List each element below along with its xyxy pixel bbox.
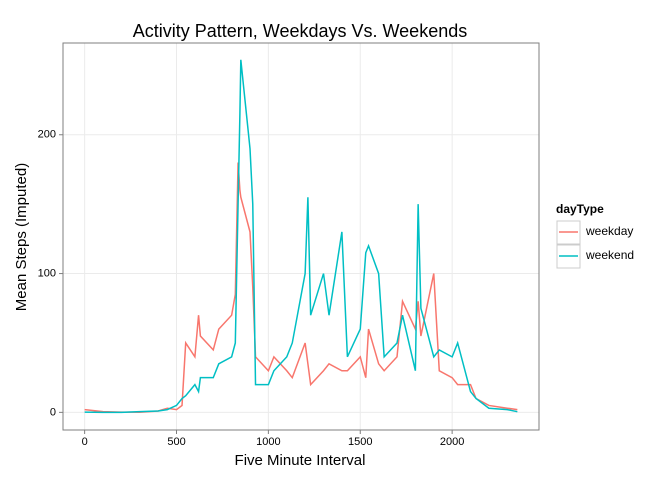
- y-tick-label: 0: [50, 406, 56, 418]
- x-axis-label: Five Minute Interval: [235, 452, 366, 469]
- y-axis-label: Mean Steps (Imputed): [13, 163, 30, 311]
- legend-label: weekday: [585, 224, 633, 238]
- chart-title: Activity Pattern, Weekdays Vs. Weekends: [133, 21, 467, 41]
- x-tick-label: 2000: [440, 436, 464, 448]
- legend-title: dayType: [556, 202, 604, 216]
- x-tick-label: 0: [82, 436, 88, 448]
- x-tick-label: 1000: [256, 436, 280, 448]
- plot-border: [62, 42, 540, 431]
- x-tick-label: 500: [167, 436, 185, 448]
- series-line: [84, 162, 518, 413]
- y-tick-label: 200: [38, 129, 56, 141]
- series-line: [84, 59, 518, 414]
- legend-label: weekend: [585, 248, 634, 262]
- x-tick-label: 1500: [348, 436, 372, 448]
- y-tick-label: 100: [38, 267, 56, 279]
